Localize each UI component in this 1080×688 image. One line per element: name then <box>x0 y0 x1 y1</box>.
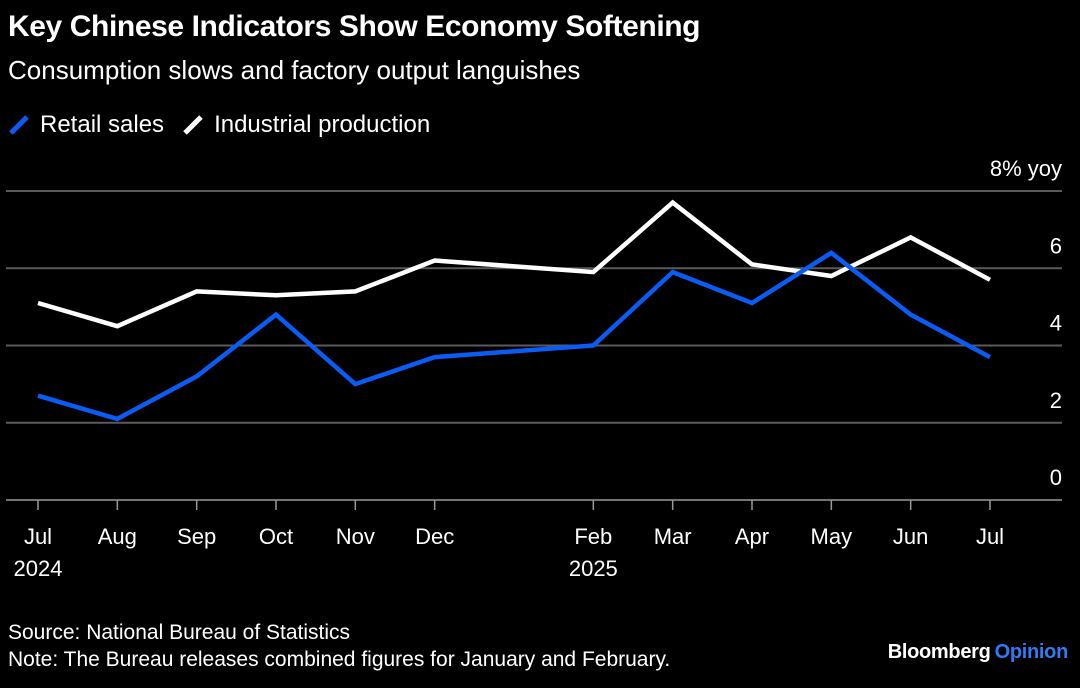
line-chart: 0 2 4 6 8% yoy Jul Aug Sep Oct Nov Dec Feb Mar Apr May… <box>6 156 1062 581</box>
legend-swatch-industrial-production <box>183 115 203 135</box>
x-tick-label: Jul <box>24 524 52 549</box>
legend-swatch-retail-sales <box>9 115 29 135</box>
x-year-label: 2024 <box>14 556 63 581</box>
x-tick-label: Sep <box>177 524 216 549</box>
legend-label-industrial-production: Industrial production <box>214 111 431 138</box>
brand-name: Bloomberg <box>887 641 991 663</box>
x-tick-label: Mar <box>654 524 692 549</box>
legend-label-retail-sales: Retail sales <box>40 111 165 138</box>
x-tick-label: Jun <box>893 524 928 549</box>
y-tick-label: 2 <box>1050 388 1062 413</box>
brand-logo: Bloomberg Opinion <box>887 641 1069 664</box>
x-tick-label: May <box>811 524 853 549</box>
x-tick-label: Nov <box>336 524 375 549</box>
chart-subtitle: Consumption slows and factory output lan… <box>8 55 581 85</box>
chart-footer: Source: National Bureau of Statistics No… <box>8 619 670 673</box>
x-tick-label: Feb <box>574 524 612 549</box>
y-tick-label: 4 <box>1050 311 1062 336</box>
legend-item-retail-sales: Retail sales <box>8 111 164 139</box>
x-tick-label: Aug <box>98 524 137 549</box>
chart-title: Key Chinese Indicators Show Economy Soft… <box>8 10 701 43</box>
chart-legend: Retail sales Industrial production <box>8 108 448 142</box>
series-line-industrial-production <box>37 199 992 329</box>
x-tick-label: Jul <box>976 524 1004 549</box>
methodology-note: Note: The Bureau releases combined figur… <box>8 648 671 671</box>
series-line-retail-sales <box>37 250 992 422</box>
x-tick-label: Dec <box>415 524 454 549</box>
x-tick-label: Apr <box>735 524 769 549</box>
y-tick-label: 0 <box>1050 465 1062 490</box>
x-tick-label: Oct <box>259 524 293 549</box>
x-year-label: 2025 <box>569 556 618 581</box>
y-tick-label: 6 <box>1050 233 1062 258</box>
source-note: Source: National Bureau of Statistics <box>8 621 351 644</box>
brand-suffix: Opinion <box>994 641 1069 663</box>
legend-item-industrial-production: Industrial production <box>182 111 430 139</box>
y-tick-label: 8% yoy <box>990 156 1062 181</box>
